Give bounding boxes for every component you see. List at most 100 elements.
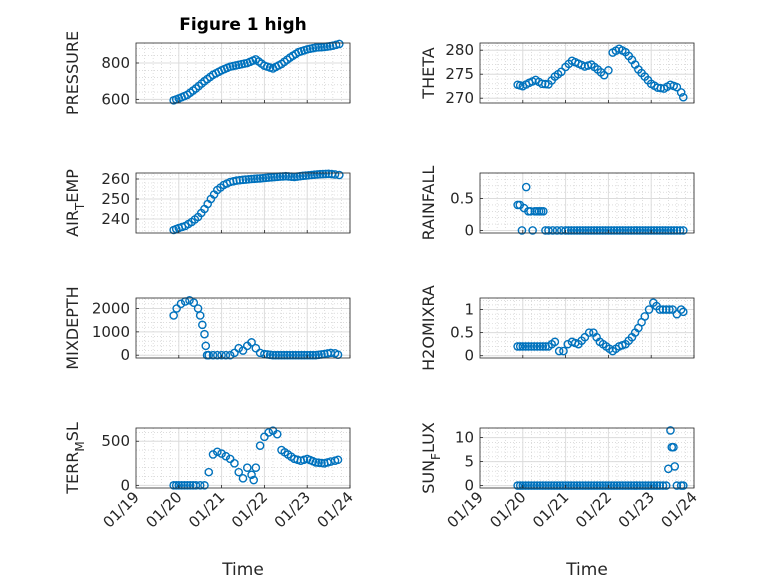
data-point-fill <box>632 226 642 235</box>
data-point-fill <box>609 226 619 235</box>
data-point <box>646 226 656 235</box>
data-point <box>666 426 675 435</box>
data-point-fill <box>325 41 335 51</box>
data-point <box>221 350 231 360</box>
data-point-fill <box>521 481 530 490</box>
data-point <box>200 329 209 339</box>
data-point-fill <box>581 226 590 235</box>
data-point <box>679 92 688 102</box>
data-point <box>234 343 244 353</box>
data-point <box>517 226 527 235</box>
data-point-fill <box>288 350 298 360</box>
data-point <box>169 481 178 490</box>
data-point-fill <box>592 332 601 342</box>
y-tick-label: 0 <box>464 347 474 365</box>
data-point <box>621 226 630 235</box>
y-axis-label-subscript: M <box>73 441 87 451</box>
data-point <box>208 450 218 459</box>
data-point <box>255 441 265 450</box>
data-point <box>315 169 325 179</box>
data-point-fill <box>649 481 659 490</box>
data-point-fill <box>624 481 633 490</box>
x-tick-label: 01/22 <box>228 488 271 531</box>
data-point-fill <box>304 170 313 180</box>
data-point <box>185 296 194 305</box>
data-point <box>264 428 273 437</box>
data-point <box>174 481 184 490</box>
data-point <box>249 475 258 485</box>
data-point-fill <box>258 173 268 183</box>
y-tick-label: 800 <box>101 54 130 72</box>
x-tick-label: 01/21 <box>185 488 228 531</box>
data-point <box>548 226 558 235</box>
data-point-fill <box>250 174 259 184</box>
y-tick-label: 500 <box>101 432 130 450</box>
data-point-fill <box>590 62 599 72</box>
data-point <box>578 226 588 235</box>
data-point-fill <box>300 45 309 55</box>
data-point <box>604 481 613 490</box>
data-point <box>661 481 671 490</box>
data-point <box>679 481 688 490</box>
data-point-fill <box>547 76 556 85</box>
data-point <box>672 481 682 490</box>
data-point <box>513 481 522 490</box>
data-point <box>191 481 201 490</box>
data-point-fill <box>524 481 533 490</box>
data-point-fill <box>649 226 659 235</box>
data-point-fill <box>314 43 323 52</box>
data-point-fill <box>618 226 627 235</box>
figure-title: Figure 1 high <box>179 15 307 35</box>
data-point-fill <box>265 63 275 72</box>
data-point-fill <box>564 481 573 490</box>
data-point <box>242 463 252 473</box>
data-point-fill <box>547 339 556 349</box>
x-tick-label: 01/24 <box>658 488 701 531</box>
data-point <box>604 226 613 235</box>
data-point-fill <box>662 82 672 91</box>
data-point-fill <box>171 224 181 234</box>
data-point-fill <box>270 172 279 182</box>
data-point-fill <box>666 226 676 235</box>
data-point-fill <box>575 481 585 490</box>
data-point-fill <box>626 226 636 235</box>
data-point-fill <box>584 481 593 490</box>
data-point <box>559 346 568 356</box>
y-axis-label: RAINFALL <box>419 166 438 241</box>
y-axis-label: PRESSURE <box>63 31 82 115</box>
x-tick-label: 01/23 <box>271 488 314 531</box>
data-point-fill <box>305 350 315 360</box>
axes-background <box>480 428 694 488</box>
data-point <box>189 298 199 307</box>
data-point-fill <box>295 171 305 181</box>
data-point <box>526 206 535 216</box>
data-point <box>238 175 248 185</box>
data-point-fill <box>635 226 645 235</box>
data-point <box>561 481 570 490</box>
data-point <box>527 342 536 351</box>
data-point <box>260 432 269 442</box>
data-point <box>679 226 688 235</box>
data-point <box>521 182 531 192</box>
data-point-fill <box>300 350 309 360</box>
data-point <box>272 429 282 439</box>
data-point-fill <box>618 46 627 55</box>
y-tick-label: 270 <box>445 89 474 107</box>
data-point <box>200 481 209 490</box>
data-point-fill <box>271 350 281 360</box>
data-point-fill <box>618 481 627 490</box>
data-point-fill <box>528 77 537 86</box>
data-point-fill <box>615 481 625 490</box>
data-point-fill <box>317 42 326 52</box>
data-point-fill <box>312 170 322 179</box>
data-point <box>655 481 665 490</box>
data-point-fill <box>643 75 653 85</box>
data-point-fill <box>538 342 548 351</box>
x-tick-label: 01/20 <box>142 488 185 531</box>
data-point <box>238 346 248 355</box>
data-point-fill <box>235 175 245 185</box>
data-point-fill <box>317 458 326 468</box>
data-point-fill <box>184 219 193 229</box>
data-point-fill <box>601 226 610 235</box>
data-point-fill <box>641 481 650 490</box>
